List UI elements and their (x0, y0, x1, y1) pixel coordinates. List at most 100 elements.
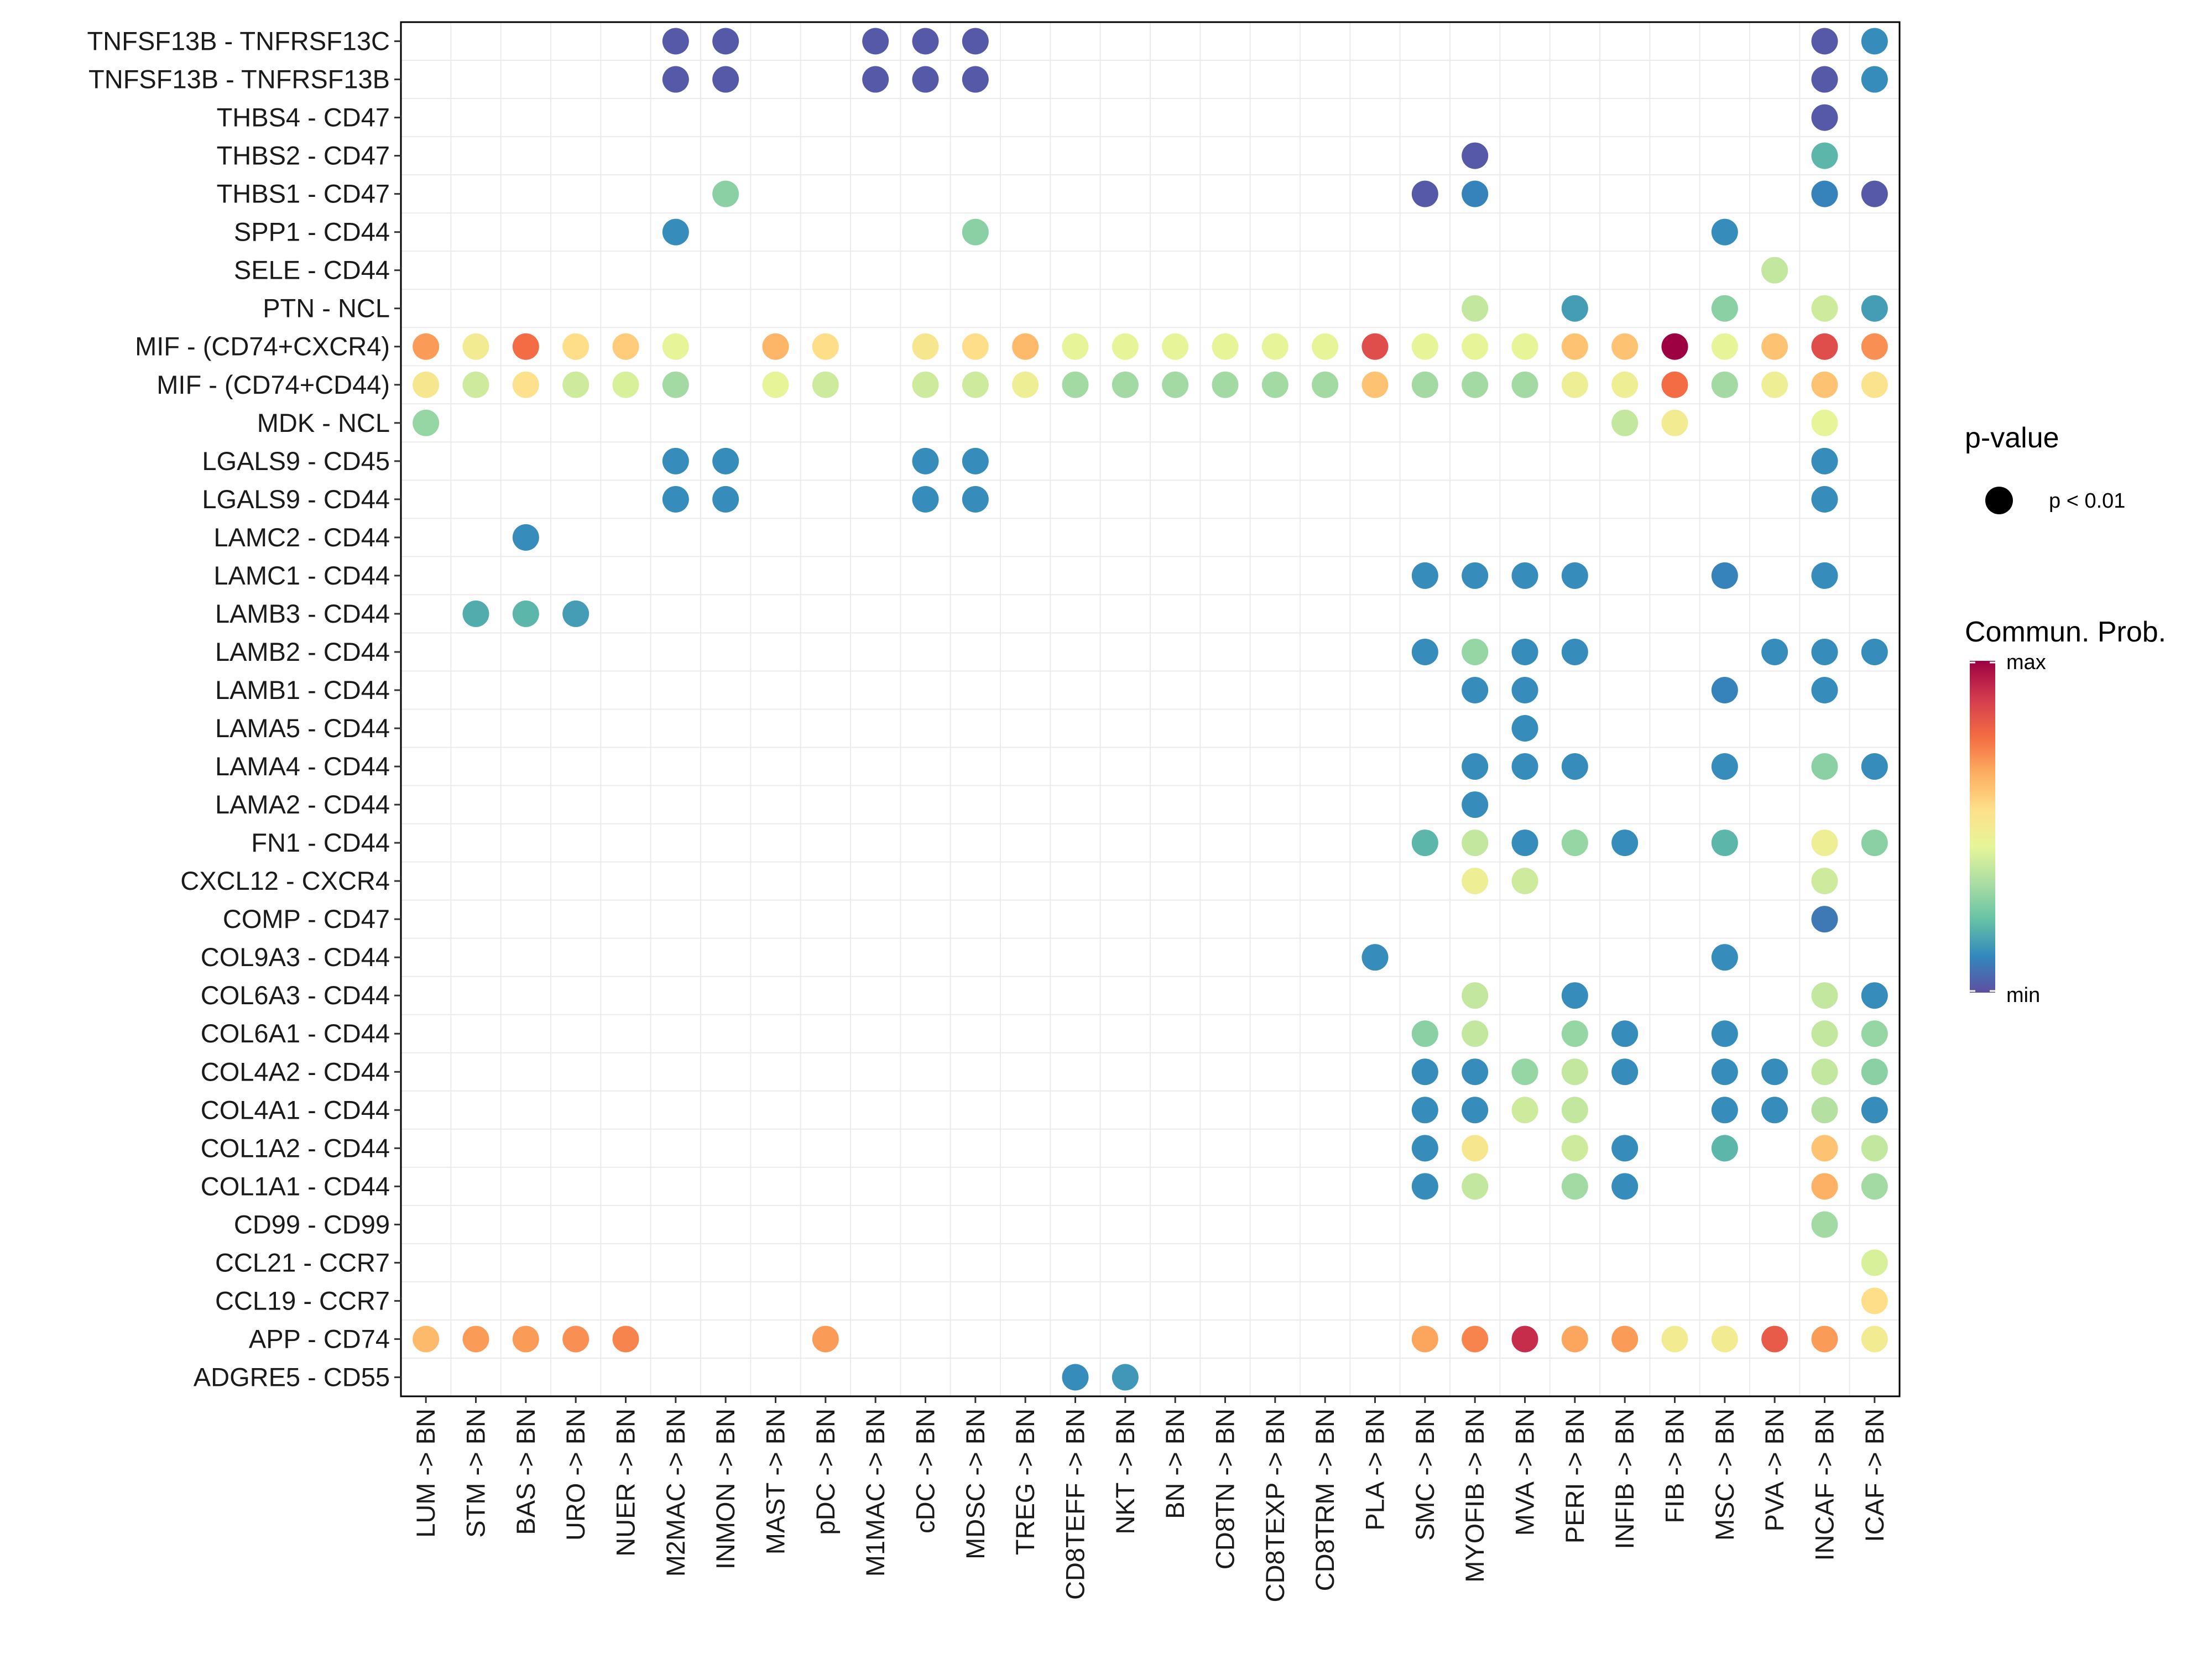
y-axis-label: ADGRE5 - CD55 (194, 1362, 390, 1391)
y-axis-label: LAMA5 - CD44 (215, 713, 390, 743)
dot-fn1-cd44-col-25 (1611, 830, 1639, 857)
x-axis-label: MSC -> BN (1710, 1408, 1739, 1541)
y-axis-label: THBS4 - CD47 (217, 103, 390, 132)
y-axis-label: PTN - NCL (263, 294, 390, 323)
dot-lamb2-cd44-col-22 (1462, 638, 1489, 665)
x-axis-label: PVA -> BN (1760, 1408, 1789, 1531)
dot-app-cd74-col-24 (1561, 1326, 1588, 1353)
dot-tnfsf13b-tnfrsf13c-col-12 (962, 28, 989, 55)
dot-ptn-ncl-col-22 (1462, 295, 1489, 322)
dot-ptn-ncl-col-30 (1861, 295, 1888, 322)
dot-col1a1-cd44-col-30 (1861, 1173, 1888, 1200)
dot-col4a1-cd44-col-24 (1561, 1097, 1588, 1124)
dot-col6a1-cd44-col-27 (1711, 1020, 1738, 1047)
dot-sele-cd44-col-28 (1761, 257, 1788, 284)
dot-app-cd74-col-28 (1761, 1326, 1788, 1353)
dot-lgals9-cd45-col-7 (712, 447, 739, 474)
y-axis-label: LGALS9 - CD44 (202, 484, 390, 514)
dot-mif-cd74-cd44--col-29 (1811, 371, 1838, 398)
dot-lamb3-cd44-col-4 (562, 600, 589, 627)
dot-lamb1-cd44-col-27 (1711, 676, 1738, 703)
y-axis-label: CCL19 - CCR7 (215, 1286, 390, 1315)
y-axis-label: THBS1 - CD47 (217, 179, 390, 208)
dot-mif-cd74-cxcr4--col-12 (962, 333, 989, 360)
dot-mdk-ncl-col-26 (1661, 409, 1688, 436)
dot-mif-cd74-cd44--col-3 (512, 371, 539, 398)
dot-mif-cd74-cxcr4--col-23 (1511, 333, 1538, 360)
dot-tnfsf13b-tnfrsf13c-col-29 (1811, 28, 1838, 55)
x-axis-label: STM -> BN (461, 1408, 491, 1538)
y-axis-label: COMP - CD47 (223, 904, 390, 933)
dot-col1a2-cd44-col-24 (1561, 1135, 1588, 1162)
dot-lgals9-cd44-col-11 (912, 486, 939, 513)
dot-mif-cd74-cxcr4--col-6 (662, 333, 689, 360)
dot-col4a2-cd44-col-21 (1411, 1058, 1438, 1086)
dot-lamc1-cd44-col-21 (1411, 562, 1438, 589)
dot-mif-cd74-cxcr4--col-15 (1112, 333, 1139, 360)
dot-lama4-cd44-col-22 (1462, 753, 1489, 780)
x-axis-label: MVA -> BN (1510, 1408, 1540, 1536)
x-axis-label: INCAF -> BN (1810, 1408, 1839, 1561)
legend: p-value p < 0.01 Commun. Prob. max min (1965, 422, 2166, 1007)
x-axis-label: MYOFIB -> BN (1460, 1408, 1489, 1583)
dot-mif-cd74-cxcr4--col-1 (413, 333, 440, 360)
legend-color-min-label: min (2006, 984, 2040, 1007)
x-axis-label: CD8TRM -> BN (1310, 1408, 1339, 1591)
dot-ptn-ncl-col-24 (1561, 295, 1588, 322)
dot-lamc2-cd44-col-3 (512, 524, 539, 551)
dot-tnfsf13b-tnfrsf13b-col-30 (1861, 66, 1888, 93)
dot-lamb2-cd44-col-28 (1761, 638, 1788, 665)
dot-mif-cd74-cxcr4--col-4 (562, 333, 589, 360)
dot-col6a1-cd44-col-24 (1561, 1020, 1588, 1047)
dot-col4a1-cd44-col-29 (1811, 1097, 1838, 1124)
dot-tnfsf13b-tnfrsf13b-col-11 (912, 66, 939, 93)
dot-tnfsf13b-tnfrsf13b-col-6 (662, 66, 689, 93)
dot-lama2-cd44-col-22 (1462, 791, 1489, 818)
dot-thbs1-cd47-col-29 (1811, 180, 1838, 207)
dot-lamb2-cd44-col-24 (1561, 638, 1588, 665)
dot-thbs2-cd47-col-22 (1462, 142, 1489, 169)
y-axis-label: FN1 - CD44 (251, 828, 390, 857)
dot-mif-cd74-cxcr4--col-17 (1212, 333, 1239, 360)
dot-mif-cd74-cd44--col-16 (1162, 371, 1189, 398)
x-axis-label: NKT -> BN (1110, 1408, 1140, 1535)
dot-mif-cd74-cxcr4--col-26 (1661, 333, 1688, 360)
dot-col4a2-cd44-col-27 (1711, 1058, 1738, 1086)
y-axis-label: COL1A2 - CD44 (201, 1133, 390, 1162)
dot-lamb2-cd44-col-30 (1861, 638, 1888, 665)
dot-ccl21-ccr7-col-30 (1861, 1249, 1888, 1276)
y-axis-label: MDK - NCL (257, 408, 390, 437)
x-axis-label: CD8TEXP -> BN (1260, 1408, 1290, 1602)
dot-col9a3-cd44-col-27 (1711, 944, 1738, 971)
dot-fn1-cd44-col-23 (1511, 830, 1538, 857)
y-axis-label: LAMB3 - CD44 (215, 599, 390, 628)
dot-thbs2-cd47-col-29 (1811, 142, 1838, 169)
dot-app-cd74-col-3 (512, 1326, 539, 1353)
dot-tnfsf13b-tnfrsf13c-col-7 (712, 28, 739, 55)
x-axis-label: CD8TN -> BN (1211, 1408, 1240, 1569)
dot-col4a1-cd44-col-22 (1462, 1097, 1489, 1124)
dot-mif-cd74-cd44--col-28 (1761, 371, 1788, 398)
y-axis-label: MIF - (CD74+CXCR4) (135, 332, 390, 361)
dot-lamb1-cd44-col-23 (1511, 676, 1538, 703)
dot-col4a1-cd44-col-23 (1511, 1097, 1538, 1124)
dot-app-cd74-col-4 (562, 1326, 589, 1353)
dot-mif-cd74-cd44--col-27 (1711, 371, 1738, 398)
dot-lamb2-cd44-col-21 (1411, 638, 1438, 665)
dot-fn1-cd44-col-24 (1561, 830, 1588, 857)
dot-col1a1-cd44-col-21 (1411, 1173, 1438, 1200)
dot-mif-cd74-cxcr4--col-22 (1462, 333, 1489, 360)
dot-tnfsf13b-tnfrsf13b-col-7 (712, 66, 739, 93)
dot-col4a2-cd44-col-23 (1511, 1058, 1538, 1086)
y-axis-label: THBS2 - CD47 (217, 141, 390, 170)
dot-col6a1-cd44-col-30 (1861, 1020, 1888, 1047)
dot-thbs1-cd47-col-30 (1861, 180, 1888, 207)
dot-lgals9-cd44-col-7 (712, 486, 739, 513)
dot-cxcl12-cxcr4-col-29 (1811, 868, 1838, 895)
x-axis-label: TREG -> BN (1010, 1408, 1040, 1555)
x-axis-labels: LUM -> BN STM -> BN BAS -> BN URO -> BN NUER… (411, 1396, 1889, 1602)
dot-lgals9-cd45-col-6 (662, 447, 689, 474)
x-axis-label: MDSC -> BN (961, 1408, 990, 1559)
dot-lama5-cd44-col-23 (1511, 715, 1538, 742)
